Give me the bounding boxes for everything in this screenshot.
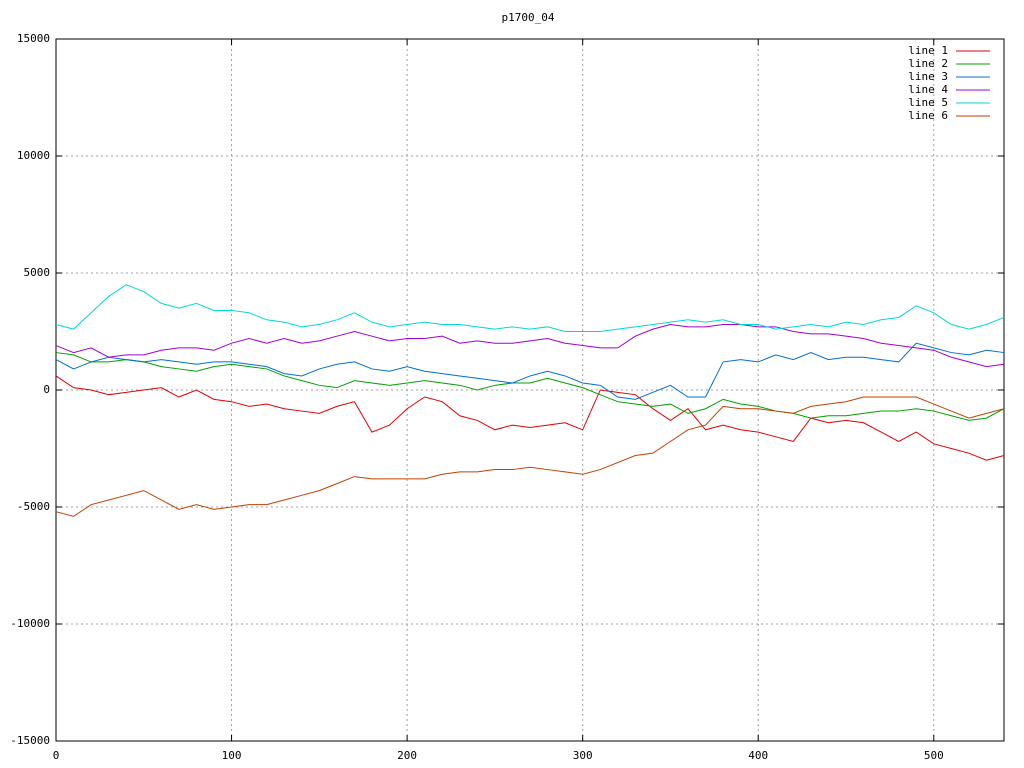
y-tick-label: 10000 <box>17 149 50 162</box>
legend-label: line 1 <box>908 44 948 57</box>
y-tick-label: 5000 <box>24 266 51 279</box>
legend-label: line 6 <box>908 109 948 122</box>
data-line <box>55 342 1005 400</box>
x-tick-label: 400 <box>748 749 768 762</box>
y-tick-label: 15000 <box>17 32 50 45</box>
data-line <box>55 323 1005 368</box>
legend-label: line 4 <box>908 83 948 96</box>
x-tick-label: 100 <box>222 749 242 762</box>
data-line <box>55 352 1005 421</box>
y-tick-label: -15000 <box>10 734 50 747</box>
y-tick-label: -10000 <box>10 617 50 630</box>
legend-label: line 5 <box>908 96 948 109</box>
data-line <box>55 375 1005 461</box>
y-tick-label: -5000 <box>17 500 50 513</box>
x-tick-label: 500 <box>924 749 944 762</box>
y-tick-label: 0 <box>43 383 50 396</box>
data-line <box>55 396 1005 517</box>
chart-title: p1700_04 <box>502 11 555 24</box>
legend-label: line 3 <box>908 70 948 83</box>
data-line <box>55 284 1005 332</box>
plot-border <box>55 38 1005 742</box>
x-tick-label: 0 <box>53 749 60 762</box>
legend-label: line 2 <box>908 57 948 70</box>
x-tick-label: 300 <box>573 749 593 762</box>
x-tick-label: 200 <box>397 749 417 762</box>
